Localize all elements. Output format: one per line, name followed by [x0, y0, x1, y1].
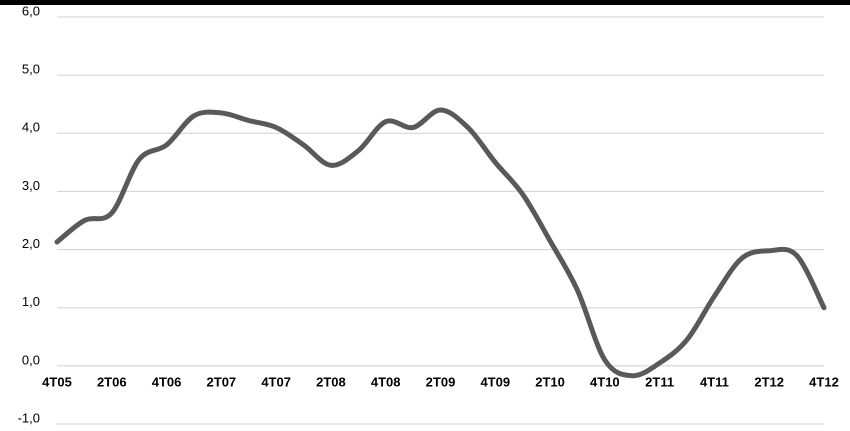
x-tick-label: 2T12 [754, 374, 784, 389]
x-tick-label: 2T10 [535, 374, 565, 389]
x-tick-label: 4T09 [480, 374, 510, 389]
y-tick-label: 1,0 [22, 294, 40, 309]
x-tick-label: 4T11 [700, 374, 729, 389]
data-line [54, 107, 827, 379]
x-tick-label: 4T10 [590, 374, 620, 389]
y-tick-label: 5,0 [22, 62, 40, 77]
y-tick-label: 2,0 [22, 236, 40, 251]
y-tick-label: 4,0 [22, 120, 40, 135]
x-tick-label: 4T05 [42, 374, 72, 389]
x-tick-label: 2T08 [316, 374, 346, 389]
x-tick-label: 4T12 [809, 374, 839, 389]
x-tick-label: 2T06 [97, 374, 127, 389]
x-tick-label: 2T07 [207, 374, 237, 389]
top-bar [0, 0, 850, 5]
y-tick-label: 0,0 [22, 352, 40, 367]
x-tick-label: 4T08 [371, 374, 401, 389]
x-tick-label: 2T09 [426, 374, 456, 389]
x-tick-label: 2T11 [645, 374, 674, 389]
y-tick-label: 6,0 [22, 3, 40, 18]
x-tick-label: 4T06 [152, 374, 182, 389]
x-tick-label: 4T07 [261, 374, 291, 389]
y-tick-label: 3,0 [22, 178, 40, 193]
y-tick-label: -1,0 [18, 410, 40, 425]
